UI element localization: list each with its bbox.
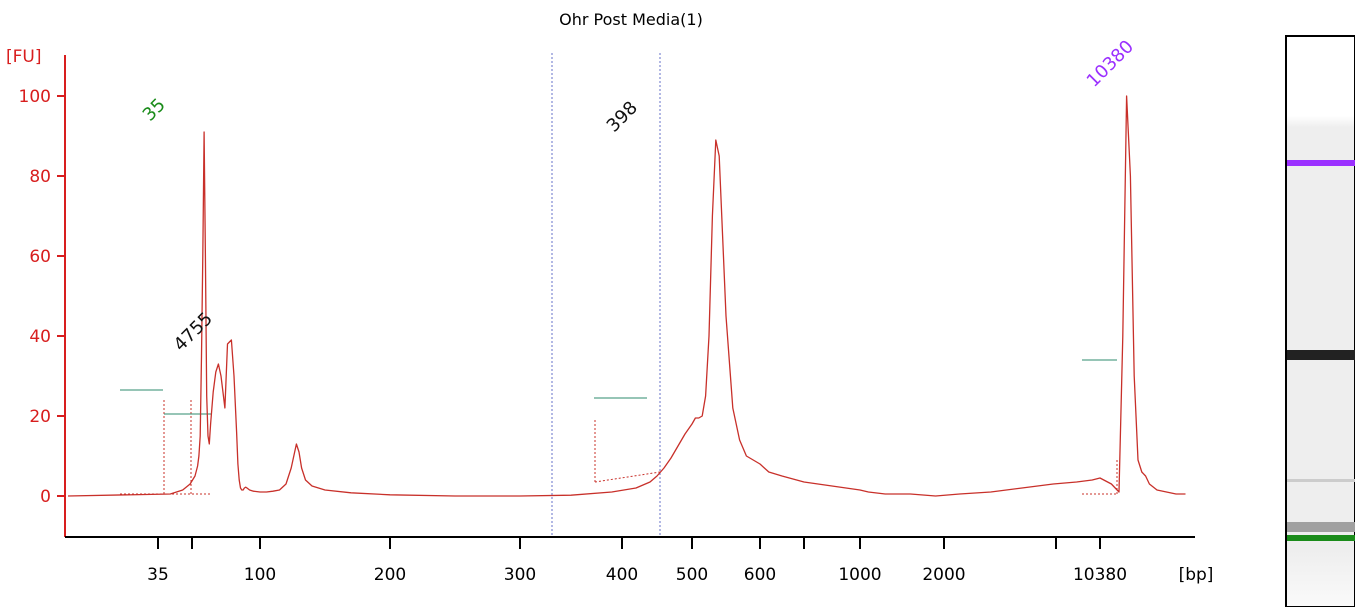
x-tick-label: 600 [744, 565, 776, 585]
gel-lane [1285, 35, 1355, 608]
x-tick-label: 35 [147, 565, 169, 585]
x-ticks: 35 100 200 300 400 500 600 1000 2000 10380 [147, 537, 1127, 585]
y-tick-label: 60 [29, 247, 51, 267]
gel-band-lower [1287, 522, 1355, 532]
x-tick-label: 100 [244, 565, 276, 585]
y-ticks: 0 20 40 60 80 100 [19, 87, 65, 507]
peak-label: 4755 [170, 308, 217, 355]
y-tick-label: 100 [19, 87, 51, 107]
gel-band-main [1287, 350, 1355, 360]
x-tick-label: 2000 [922, 565, 965, 585]
peak-labels: 35 4755 398 10380 [139, 36, 1138, 355]
region-guides [551, 53, 661, 537]
x-tick-label: 500 [676, 565, 708, 585]
gel-band-upper-marker [1287, 160, 1355, 166]
plot-area [67, 95, 1186, 497]
x-tick-label: 200 [374, 565, 406, 585]
peak-baselines [120, 359, 1118, 495]
fluorescence-trace [67, 95, 1186, 497]
peak-label: 398 [603, 97, 642, 136]
chart-title: Ohr Post Media(1) [559, 10, 703, 29]
peak-label: 10380 [1083, 36, 1138, 91]
peak-label: 35 [139, 94, 170, 125]
x-tick-label: 10380 [1073, 565, 1127, 585]
x-tick-label: 400 [606, 565, 638, 585]
gel-lane-frame [1285, 35, 1355, 608]
gel-band-faint [1287, 479, 1355, 482]
y-tick-label: 20 [29, 407, 51, 427]
peak-baseline [594, 471, 661, 483]
x-tick-label: 1000 [838, 565, 881, 585]
axes [64, 55, 1195, 538]
x-axis-label: [bp] [1179, 565, 1214, 585]
y-axis-label: [FU] [6, 47, 42, 67]
gel-band-lower-marker [1287, 535, 1355, 541]
y-tick-label: 0 [40, 487, 51, 507]
x-tick-label: 300 [504, 565, 536, 585]
y-tick-label: 40 [29, 327, 51, 347]
y-tick-label: 80 [29, 167, 51, 187]
